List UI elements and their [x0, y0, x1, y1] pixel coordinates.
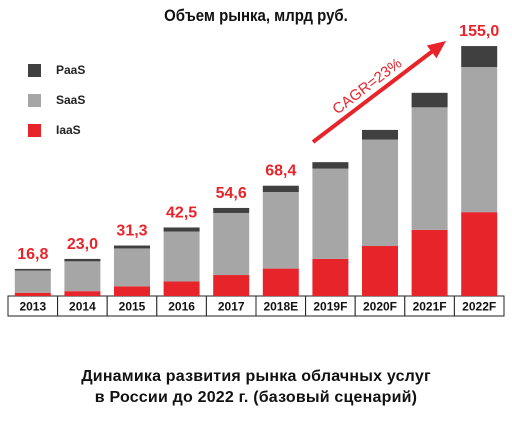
bar-saas [262, 191, 299, 269]
total-label: 23,0 [67, 236, 98, 253]
bar-iaas [213, 275, 250, 296]
legend-label-iaas: IaaS [56, 123, 81, 137]
bar-paas [64, 258, 101, 262]
x-tick-label: 2013 [19, 300, 46, 314]
bar-paas [312, 162, 349, 169]
bar-iaas [114, 286, 150, 296]
bar-iaas [163, 281, 200, 296]
bar-paas [411, 92, 448, 108]
bar-saas [312, 168, 349, 259]
legend-swatch-paas [28, 64, 41, 77]
bar-paas [114, 245, 150, 249]
bar-iaas [64, 291, 101, 296]
x-tick-label: 2015 [119, 300, 146, 314]
total-label: 42,5 [166, 204, 197, 221]
bar-saas [362, 139, 398, 247]
total-label: 16,8 [17, 246, 48, 263]
bar-iaas [411, 229, 448, 296]
cagr-label: CAGR=23% [329, 55, 405, 118]
bar-paas [213, 207, 250, 213]
bar-iaas [312, 258, 349, 296]
x-tick-label: 2022F [462, 300, 496, 314]
bar-paas [362, 129, 398, 140]
caption-line-1: Динамика развития рынка облачных услуг [81, 368, 431, 385]
bar-paas [163, 227, 200, 232]
bar-saas [64, 261, 101, 292]
x-tick-label: 2021F [413, 300, 447, 314]
bar-iaas [461, 212, 498, 296]
bar-saas [213, 212, 250, 276]
legend-label-paas: PaaS [56, 63, 86, 77]
cagr-arrow-head [426, 41, 446, 59]
legend-swatch-saas [28, 94, 41, 107]
bar-paas [461, 46, 498, 68]
x-tick-label: 2016 [168, 300, 195, 314]
total-label: 68,4 [265, 163, 296, 180]
cagr-arrow-line [311, 46, 438, 144]
bar-paas [14, 268, 51, 271]
caption-line-2: в России до 2022 г. (базовый сценарий) [94, 389, 418, 406]
bar-iaas [14, 292, 51, 296]
total-label: 31,3 [116, 223, 147, 240]
x-tick-label: 2014 [69, 300, 96, 314]
x-tick-label: 2018E [263, 300, 298, 314]
bar-saas [114, 248, 150, 287]
chart-title: Объем рынка, млрд руб. [164, 6, 348, 25]
x-tick-label: 2020F [363, 300, 397, 314]
total-label: 54,6 [216, 185, 247, 202]
bar-saas [14, 270, 51, 293]
bar-paas [262, 185, 299, 192]
bar-iaas [362, 246, 398, 296]
bar-saas [461, 67, 498, 213]
x-tick-label: 2017 [218, 300, 245, 314]
x-tick-label: 2019F [313, 300, 347, 314]
bar-iaas [262, 268, 299, 296]
bar-saas [411, 107, 448, 230]
total-label: 155,0 [459, 23, 499, 40]
legend-label-saas: SaaS [56, 93, 86, 107]
bar-saas [163, 231, 200, 282]
legend-swatch-iaas [28, 124, 41, 137]
